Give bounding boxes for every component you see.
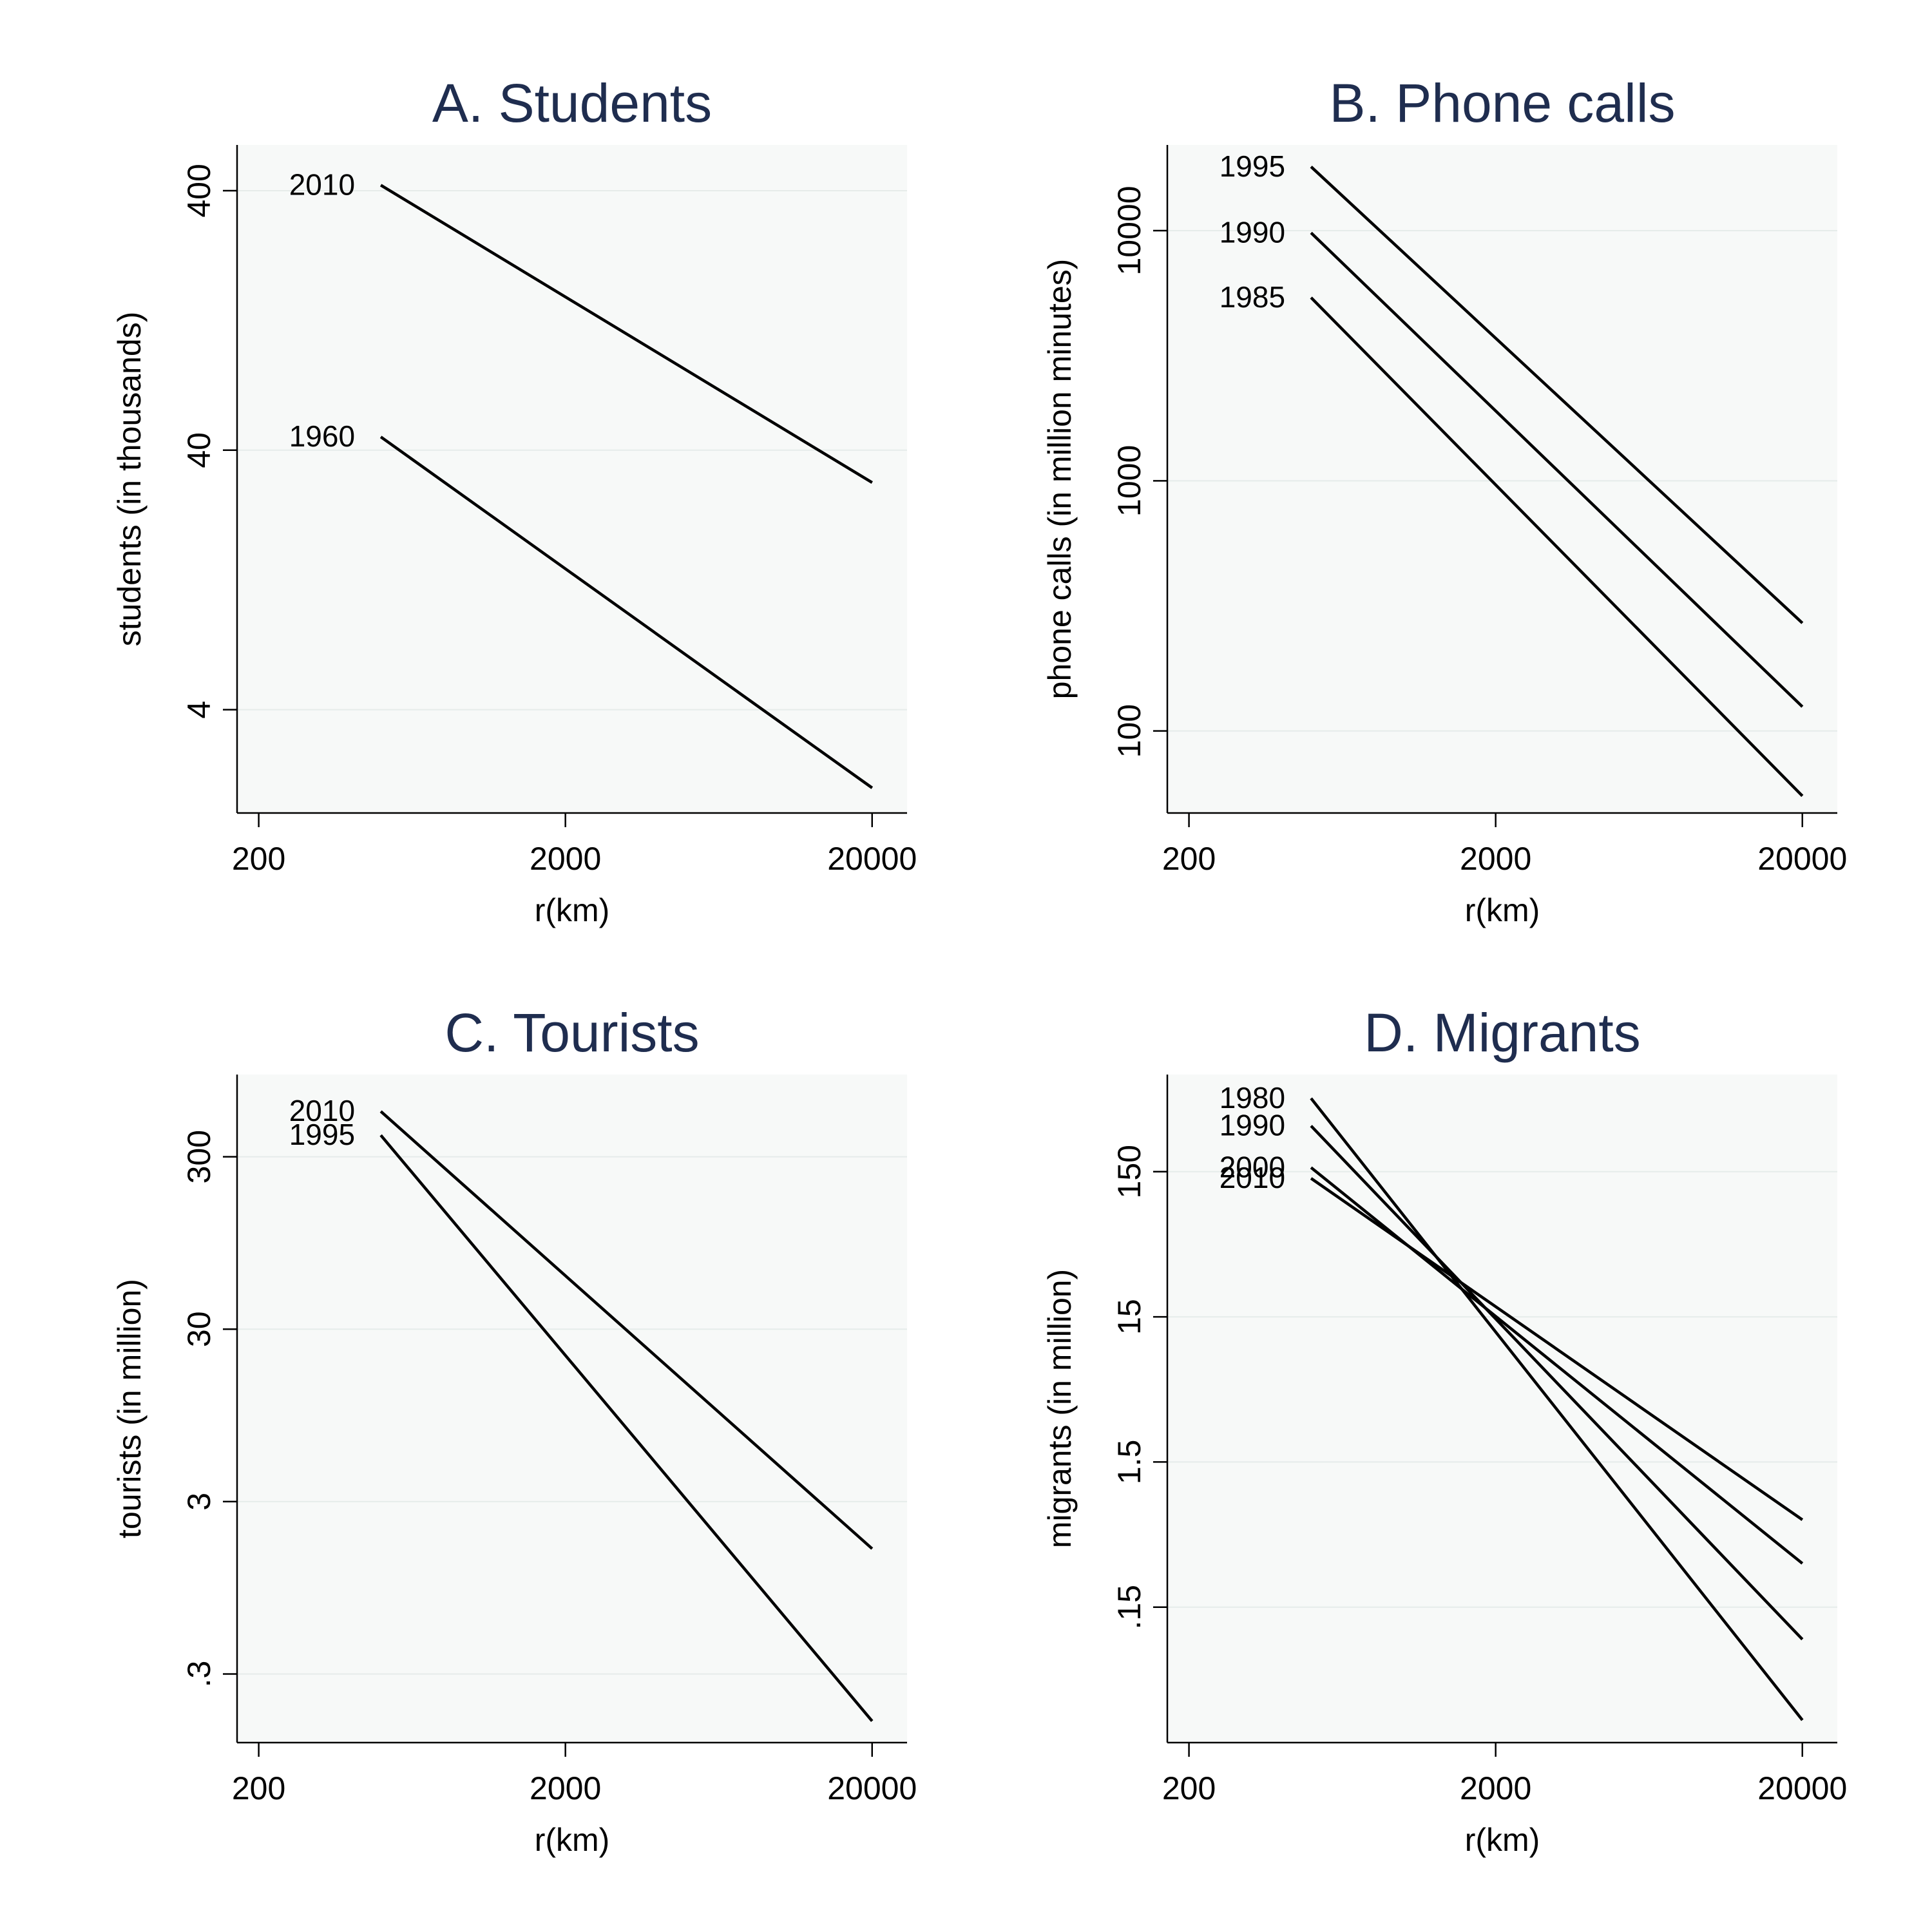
panel-b-x-axis-label: r(km) — [1465, 892, 1540, 928]
panel-b-x-tick-label-1: 2000 — [1460, 841, 1531, 877]
panel-a: 200 2000 20000 4 40 400 A. Students r(km) studen… — [111, 73, 917, 928]
panel-a-x-axis-label: r(km) — [535, 892, 610, 928]
panel-b-x-tick-label-0: 200 — [1162, 841, 1216, 877]
panel-c-x-tick-label-1: 2000 — [530, 1770, 601, 1806]
panel-a-y-tick-label-1: 40 — [181, 432, 217, 468]
panel-d-series-label-2010: 2010 — [1219, 1161, 1285, 1194]
panel-c-y-tick-label-3: 300 — [181, 1130, 217, 1183]
panel-a-x-tick-label-0: 200 — [232, 841, 285, 877]
panel-c: 200 2000 20000 .3 3 30 300 C. Tourists r(km) tour… — [111, 1002, 917, 1858]
panel-c-y-tick-label-2: 30 — [181, 1311, 217, 1347]
panel-d-plot-area — [1167, 1075, 1837, 1743]
panel-d-x-tick-label-0: 200 — [1162, 1770, 1216, 1806]
panel-b-series-line-1990 — [1310, 231, 1804, 708]
panel-a-series-label-1960: 1960 — [289, 419, 355, 453]
panel-c-series-line-2010 — [379, 1110, 874, 1550]
panel-d-series-label-1980: 1980 — [1219, 1081, 1285, 1114]
panel-d-x-axis-label: r(km) — [1465, 1822, 1540, 1858]
panel-b-series-label-1995: 1995 — [1219, 149, 1285, 183]
panel-c-x-axis-label: r(km) — [535, 1822, 610, 1858]
panel-b-y-tick-label-1: 1000 — [1111, 445, 1147, 517]
panel-a-series-line-2010 — [379, 184, 873, 484]
panel-b-title: B. Phone calls — [1330, 73, 1676, 133]
panel-b: 200 2000 20000 100 1000 10000 B. Phone calls r(… — [1042, 73, 1847, 928]
panel-d-x-tick-label-1: 2000 — [1460, 1770, 1531, 1806]
panel-d-y-tick-label-0: .15 — [1111, 1585, 1147, 1630]
panel-d-y-tick-label-3: 150 — [1111, 1145, 1147, 1198]
panel-b-y-tick-label-2: 10000 — [1111, 186, 1147, 275]
panel-d-series-label-2000: 2000 — [1219, 1150, 1285, 1183]
panel-b-plot-area — [1167, 145, 1837, 813]
panel-a-plot-area — [237, 145, 907, 813]
panel-a-y-axis-label: students (in thousands) — [111, 312, 148, 647]
panel-c-y-tick-label-1: 3 — [181, 1493, 217, 1511]
panel-a-y-tick-label-0: 4 — [181, 701, 217, 719]
panel-a-series-label-2010: 2010 — [289, 167, 355, 201]
panel-a-x-tick-label-1: 2000 — [530, 841, 601, 877]
panel-a-x-tick-label-2: 20000 — [827, 841, 917, 877]
panel-b-series-line-1995 — [1310, 166, 1804, 624]
panel-d-y-tick-label-2: 15 — [1111, 1299, 1147, 1335]
panel-c-series-line-1995 — [379, 1134, 874, 1723]
panel-b-x-tick-label-2: 20000 — [1757, 841, 1847, 877]
panel-c-series-label-1995: 1995 — [289, 1118, 355, 1151]
panel-c-y-axis-label: tourists (in million) — [111, 1279, 148, 1538]
panel-a-y-tick-label-2: 400 — [181, 164, 217, 217]
panel-a-title: A. Students — [432, 73, 712, 133]
panel-d-title: D. Migrants — [1364, 1002, 1640, 1063]
panel-d-y-tick-label-1: 1.5 — [1111, 1440, 1147, 1485]
panel-a-series-line-1960 — [379, 435, 874, 789]
panel-d-series-line-2010 — [1310, 1177, 1804, 1521]
panel-d-x-tick-label-2: 20000 — [1757, 1770, 1847, 1806]
panel-d-series-line-1990 — [1310, 1125, 1804, 1641]
panel-b-series-label-1990: 1990 — [1219, 215, 1285, 249]
panel-c-y-tick-label-0: .3 — [181, 1661, 217, 1688]
panel-b-y-axis-label: phone calls (in million minutes) — [1042, 259, 1078, 700]
panel-d: 200 2000 20000 .15 1.5 15 150 D. Migrants r(km) m… — [1042, 1002, 1847, 1858]
panel-c-series-label-2010: 2010 — [289, 1094, 355, 1127]
panel-b-series-line-1985 — [1310, 296, 1804, 798]
panel-b-series-label-1985: 1985 — [1219, 280, 1285, 314]
panel-c-title: C. Tourists — [445, 1002, 699, 1063]
panel-d-series-label-1990: 1990 — [1219, 1109, 1285, 1142]
panel-c-x-tick-label-2: 20000 — [827, 1770, 917, 1806]
panel-b-y-tick-label-0: 100 — [1111, 704, 1147, 758]
panel-d-y-axis-label: migrants (in million) — [1042, 1269, 1078, 1548]
panel-c-x-tick-label-0: 200 — [232, 1770, 285, 1806]
panel-d-series-line-1980 — [1310, 1097, 1804, 1721]
